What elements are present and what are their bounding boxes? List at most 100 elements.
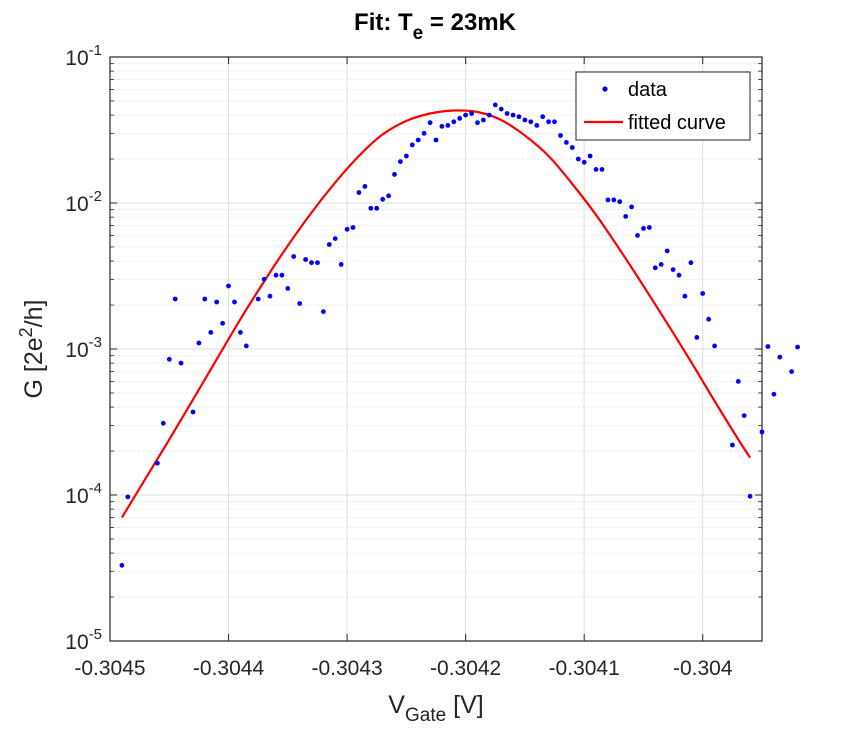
data-point [238, 330, 243, 335]
data-point [291, 254, 297, 259]
data-point [326, 242, 332, 247]
data-point [469, 111, 474, 116]
x-tick-label: -0.3042 [430, 657, 501, 680]
data-point [795, 344, 800, 350]
data-point [427, 120, 433, 126]
data-point [647, 225, 652, 230]
data-point [534, 123, 540, 128]
data-point [243, 343, 249, 349]
data-point [658, 262, 664, 267]
data-point [789, 369, 794, 374]
data-point [552, 119, 557, 125]
data-point [226, 283, 231, 289]
data-point [593, 167, 599, 172]
data-point [433, 137, 439, 143]
data-point [528, 119, 534, 125]
data-point [421, 130, 427, 136]
data-point [404, 153, 409, 159]
data-point [492, 102, 498, 108]
x-tick-label: -0.3044 [193, 657, 265, 680]
data-point [670, 267, 676, 272]
data-point [510, 112, 516, 118]
data-point [368, 205, 374, 211]
data-point [611, 197, 617, 203]
data-point [409, 142, 415, 148]
data-point [564, 140, 569, 145]
data-point [735, 379, 741, 384]
data-point [273, 272, 279, 278]
data-point [208, 330, 214, 335]
data-point [741, 413, 747, 418]
data-point [445, 123, 451, 128]
data-point [682, 293, 688, 299]
data-point [297, 301, 303, 306]
data-point [202, 296, 208, 302]
x-tick-label: -0.3043 [311, 657, 382, 680]
data-point [486, 112, 492, 118]
data-point [457, 116, 463, 121]
data-point [321, 309, 326, 315]
data-point [315, 260, 320, 266]
data-point [362, 184, 368, 189]
data-point [700, 291, 706, 296]
y-axis-label: G [2e2/h] [16, 300, 48, 399]
data-point [303, 257, 308, 262]
data-point [338, 262, 344, 267]
data-point [777, 354, 783, 360]
data-point [285, 286, 291, 291]
data-point [617, 199, 623, 205]
data-point [581, 159, 587, 165]
data-point [575, 156, 581, 162]
data-point [759, 429, 765, 435]
data-point [160, 420, 166, 426]
data-point [558, 133, 563, 138]
data-point [374, 205, 380, 211]
data-point [664, 248, 670, 254]
data-point [232, 299, 237, 305]
chart-title: Fit: Te = 23mK [354, 9, 517, 44]
x-tick-label: -0.3041 [549, 657, 620, 680]
data-point [463, 112, 468, 118]
data-point [451, 119, 457, 125]
data-point [712, 343, 717, 349]
data-point [155, 460, 160, 466]
y-tick-label: 10-4 [65, 480, 102, 508]
fitted-curve-line [120, 109, 752, 519]
data-point [190, 409, 196, 415]
y-tick-label: 10-5 [65, 626, 102, 654]
data-point [119, 562, 125, 568]
data-point [196, 340, 202, 346]
data-point [546, 119, 551, 125]
data-point [629, 204, 634, 210]
data-point [747, 493, 753, 499]
data-point [540, 114, 546, 120]
data-point [279, 272, 285, 278]
data-point [392, 172, 397, 177]
data-point [380, 196, 386, 202]
data-point [166, 356, 172, 362]
data-point [267, 293, 273, 299]
data-point [350, 225, 356, 230]
data-point [439, 123, 445, 129]
data-point [332, 236, 338, 242]
data-point [504, 111, 510, 116]
data-point [255, 296, 261, 302]
data-point [498, 106, 504, 112]
data-point [516, 114, 522, 120]
legend-fit-label: fitted curve [628, 112, 726, 134]
data-point [730, 442, 735, 448]
data-point [765, 344, 771, 349]
data-point [623, 214, 629, 219]
data-point [261, 276, 267, 282]
data-point [688, 260, 694, 266]
data-point [652, 265, 658, 271]
x-tick-label: -0.304 [673, 657, 733, 680]
data-point [398, 159, 403, 165]
data-point [356, 190, 362, 195]
x-axis-label: VGate [V] [388, 691, 483, 726]
data-point [386, 193, 391, 199]
data-point [172, 296, 178, 302]
data-point [309, 260, 314, 266]
data-point [220, 320, 226, 326]
data-point [641, 226, 646, 231]
